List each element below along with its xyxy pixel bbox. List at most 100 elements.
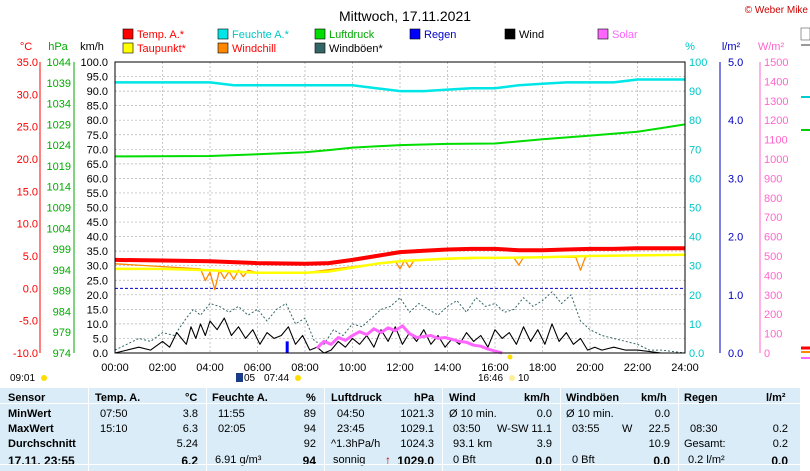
min-press-time: 04:50 [337, 408, 365, 420]
series-feuchte-a-line [115, 78, 685, 93]
tick-hpa: 984 [53, 306, 71, 318]
tick-x: 16:00 [481, 362, 509, 374]
min-gust-label: Ø 10 min. [566, 408, 614, 420]
avg-gust-val: 10.9 [648, 438, 670, 450]
right-edge-markers [800, 27, 810, 359]
cur-hum-abs: 6.91 g/m³ [215, 454, 262, 466]
tick-pct: 30 [689, 261, 701, 273]
tick-temp: 10.0 [17, 219, 38, 231]
tick-temp: 20.0 [17, 154, 38, 166]
tick-wm2: 800 [764, 193, 782, 205]
cur-gust-bft: 0 Bft [572, 454, 595, 466]
max-rain-val: 0.2 [772, 423, 788, 435]
tick-temp: 5.0 [23, 251, 38, 263]
axis-label-hpa: hPa [48, 41, 68, 53]
col-sep [560, 388, 561, 471]
legend-swatch [504, 28, 516, 40]
tick-lm2: 5.0 [728, 57, 743, 69]
tick-wm2: 300 [764, 290, 782, 302]
series-taupunkt-line [115, 253, 686, 275]
chart-series [114, 78, 686, 355]
hdr-sensor: Sensor [8, 392, 46, 404]
legend-label: Windböen* [329, 43, 384, 55]
max-wind-dir: W-SW [497, 423, 529, 435]
tick-kmh: 95.0 [87, 72, 108, 84]
rain-bar [285, 341, 289, 353]
tick-x: 08:00 [291, 362, 319, 374]
tick-temp: 15.0 [17, 186, 38, 198]
moon-icon [236, 373, 243, 382]
avg-press-val: 1024.3 [400, 438, 434, 450]
max-hum-val: 94 [303, 423, 316, 435]
tick-pct: 20 [689, 290, 701, 302]
legend-label: Luftdruck [329, 29, 375, 41]
hdr-wind: Wind [449, 392, 476, 404]
tick-wm2: 1200 [764, 115, 788, 127]
plot-frame [114, 61, 686, 354]
tick-hpa: 999 [53, 244, 71, 256]
tick-kmh: 85.0 [87, 101, 108, 113]
tick-x: 18:00 [529, 362, 557, 374]
legend-swatch [122, 28, 134, 40]
tick-hpa: 1009 [47, 203, 71, 215]
tick-wm2: 500 [764, 251, 782, 263]
min-wind-val: 0.0 [536, 408, 552, 420]
tick-x: 22:00 [624, 362, 652, 374]
col-sep [88, 388, 89, 471]
tick-x: 12:00 [386, 362, 414, 374]
tick-temp: -10.0 [13, 348, 38, 360]
min-hum-time: 11:55 [218, 408, 245, 420]
cur-press-val: 1029.0 [397, 454, 434, 468]
sun-icon [41, 375, 47, 381]
series-wind-line [114, 317, 685, 354]
row-min-label: MinWert [8, 408, 52, 420]
tick-x: 00:00 [101, 362, 129, 374]
tick-wm2: 1500 [764, 57, 788, 69]
cur-temp-val: 6.2 [181, 454, 198, 468]
tick-lm2: 0.0 [728, 348, 743, 360]
cur-rain-val: 0.0 [771, 454, 788, 468]
tick-pct: 10 [689, 319, 701, 331]
axis-label-temp: °C [20, 41, 32, 53]
axis-label-pct: % [685, 41, 695, 53]
tick-pct: 60 [689, 173, 701, 185]
tick-kmh: 70.0 [87, 144, 108, 156]
tick-hpa: 1014 [47, 182, 71, 194]
hdr-rain-unit: l/m² [766, 392, 786, 404]
tick-x: 24:00 [671, 362, 699, 374]
tick-kmh: 15.0 [87, 304, 108, 316]
tick-hpa: 1044 [47, 57, 71, 69]
max-press-val: 1029.1 [400, 423, 434, 435]
tick-hpa: 1024 [47, 140, 71, 152]
min-hum-val: 89 [303, 408, 316, 420]
tick-temp: 0.0 [23, 283, 38, 295]
chart-legend: Temp. A.* Feuchte A.* Luftdruck Regen Wind So… [122, 28, 638, 55]
tick-pct: 50 [689, 203, 701, 215]
tick-temp: 30.0 [17, 89, 38, 101]
tick-hpa: 1004 [47, 223, 71, 235]
cur-hum-val: 94 [302, 454, 316, 468]
chart-markers: 09:01 05 07:44 16:46 10 [10, 354, 530, 384]
cur-wind-val: 0.0 [535, 454, 552, 468]
tick-kmh: 60.0 [87, 173, 108, 185]
avg-hum-val: 92 [303, 438, 316, 450]
tick-temp: 35.0 [17, 57, 38, 69]
hdr-wind-unit: km/h [524, 392, 550, 404]
row-avg-label: Durchschnitt [8, 438, 76, 450]
min-temp-time: 07:50 [100, 408, 128, 420]
legend-swatch [409, 28, 421, 40]
tick-pct: 90 [689, 86, 701, 98]
sunrise-label: 07:44 [264, 373, 289, 384]
tick-kmh: 5.0 [93, 333, 108, 345]
tick-hpa: 974 [53, 348, 71, 360]
tick-hpa: 1019 [47, 161, 71, 173]
tick-lm2: 3.0 [728, 173, 743, 185]
avg-rain-val: 0.2 [772, 438, 788, 450]
cur-rain-label: 0.2 l/m² [688, 454, 725, 466]
tick-wm2: 1000 [764, 154, 788, 166]
sunset-icon [507, 354, 513, 360]
tick-x: 04:00 [196, 362, 224, 374]
legend-swatch [314, 42, 326, 54]
series-windb-en-line [114, 291, 686, 354]
